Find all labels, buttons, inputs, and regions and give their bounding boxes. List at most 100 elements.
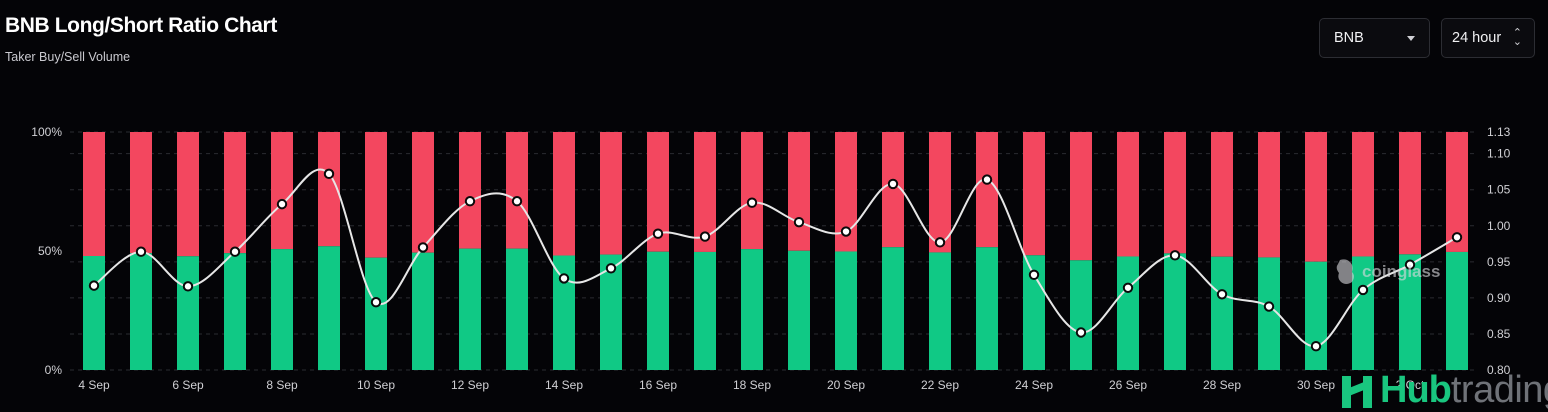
short-bar <box>647 132 669 252</box>
ratio-point <box>558 273 570 284</box>
short-bar <box>835 132 857 252</box>
ratio-point <box>417 242 429 253</box>
ratio-point <box>699 231 711 242</box>
x-tick-label: 18 Sep <box>733 378 771 392</box>
x-tick-label: 30 Sep <box>1297 378 1335 392</box>
long-bar <box>741 249 763 370</box>
coinglass-watermark: coinglass <box>1334 258 1440 286</box>
long-bar <box>553 255 575 370</box>
brand-hub: Hub <box>1380 369 1452 411</box>
y-left-tick-label: 0% <box>45 363 63 377</box>
x-tick-label: 4 Sep <box>78 378 110 392</box>
up-down-arrows-icon: ⌃ ⌄ <box>1512 27 1522 48</box>
brand-trading: trading <box>1450 369 1548 411</box>
short-bar <box>553 132 575 256</box>
ratio-point <box>276 198 288 210</box>
period-select[interactable]: 24 hour ⌃ ⌄ <box>1441 18 1535 58</box>
ratio-point <box>1357 284 1369 296</box>
short-bar <box>1211 132 1233 257</box>
long-bar <box>976 247 998 370</box>
long-bar <box>788 250 810 370</box>
ratio-point <box>1169 250 1181 261</box>
short-bar <box>600 132 622 255</box>
watermark-text: coinglass <box>1362 262 1441 281</box>
y-right-tick-label: 1.13 <box>1487 125 1511 139</box>
long-bar <box>647 251 669 370</box>
page-title: BNB Long/Short Ratio Chart <box>5 14 277 37</box>
y-right-tick-label: 0.80 <box>1487 363 1511 377</box>
short-bar <box>412 132 434 253</box>
short-bar <box>1117 132 1139 257</box>
short-bar <box>694 132 716 252</box>
x-tick-label: 6 Sep <box>172 378 204 392</box>
long-bar <box>318 246 340 370</box>
long-bar <box>177 256 199 370</box>
x-tick-label: 10 Sep <box>357 378 395 392</box>
ratio-point <box>88 280 100 291</box>
ratio-point <box>934 237 946 248</box>
ratio-line <box>93 168 1458 348</box>
short-bar <box>741 132 763 250</box>
long-bar <box>1305 261 1327 370</box>
short-bar <box>130 132 152 254</box>
long-bar <box>459 248 481 370</box>
y-right-tick-label: 1.10 <box>1487 147 1511 161</box>
x-tick-label: 26 Sep <box>1109 378 1147 392</box>
long-bar <box>83 255 105 370</box>
coin-select[interactable]: BNB <box>1319 18 1430 58</box>
long-bar <box>412 252 434 370</box>
ratio-point <box>1310 341 1322 352</box>
short-bar <box>976 132 998 248</box>
ratio-point <box>1216 289 1228 300</box>
ratio-point <box>1122 282 1134 293</box>
long-bar <box>224 253 246 370</box>
ratio-point <box>605 263 617 274</box>
long-bar <box>271 249 293 370</box>
short-bar <box>224 132 246 254</box>
page-subtitle: Taker Buy/Sell Volume <box>5 50 131 64</box>
x-tick-label: 12 Sep <box>451 378 489 392</box>
long-bar <box>1211 256 1233 370</box>
ratio-point <box>793 216 805 228</box>
period-select-label: 24 hour <box>1452 30 1502 46</box>
ratio-point <box>370 297 382 308</box>
long-bar <box>1164 253 1186 370</box>
long-bar <box>600 254 622 370</box>
long-bar <box>929 252 951 370</box>
ratio-point <box>1028 269 1040 280</box>
ratio-point <box>1404 259 1416 270</box>
x-tick-label: 16 Sep <box>639 378 677 392</box>
y-left-tick-label: 100% <box>31 125 62 139</box>
ratio-point <box>229 246 241 257</box>
y-left-tick-label: 50% <box>38 244 62 258</box>
long-bar <box>882 247 904 370</box>
ratio-point <box>746 197 758 208</box>
short-bar <box>788 132 810 251</box>
ratio-point <box>182 281 194 292</box>
short-bar <box>177 132 199 257</box>
x-tick-label: 14 Sep <box>545 378 583 392</box>
ratio-point <box>464 196 476 207</box>
short-bar <box>1070 132 1092 261</box>
long-bar <box>1446 251 1468 370</box>
long-bar <box>694 251 716 370</box>
ratio-point <box>135 246 147 257</box>
y-right-tick-label: 0.90 <box>1487 291 1511 305</box>
short-bar <box>1258 132 1280 258</box>
long-bar <box>1399 254 1421 370</box>
short-bar <box>1305 132 1327 262</box>
x-tick-label: 20 Sep <box>827 378 865 392</box>
long-bar <box>130 253 152 370</box>
long-bar <box>1117 256 1139 370</box>
ratio-point <box>981 174 993 185</box>
long-bar <box>1070 260 1092 370</box>
short-bar <box>882 132 904 248</box>
short-bar <box>1352 132 1374 257</box>
short-bar <box>1399 132 1421 255</box>
x-tick-label: 2 Oct <box>1396 378 1425 392</box>
ratio-point <box>652 228 664 239</box>
y-right-tick-label: 0.85 <box>1487 327 1511 341</box>
ratio-point <box>1075 327 1087 338</box>
short-bar <box>1023 132 1045 256</box>
